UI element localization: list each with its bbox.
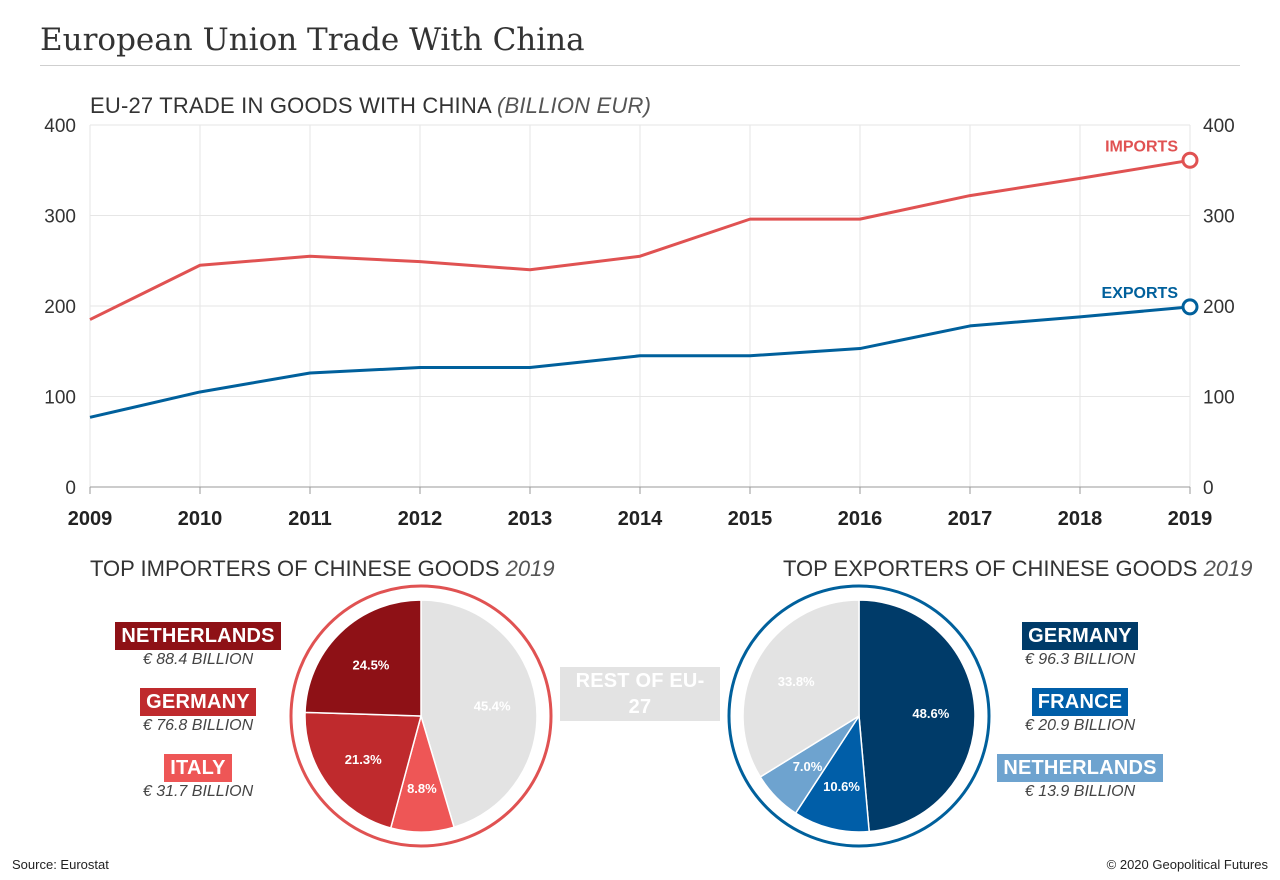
pie-slice [304,599,422,717]
exporter-legend-germany: GERMANY € 96.3 BILLION [980,622,1180,669]
importer-legend-netherlands: NETHERLANDS € 88.4 BILLION [98,622,298,669]
series-end-marker [1181,298,1199,316]
pie-slice [420,599,538,829]
exporter-legend-netherlands: NETHERLANDS € 13.9 BILLION [980,754,1180,801]
importers-title-text: TOP IMPORTERS OF CHINESE GOODS [90,556,500,581]
x-tick-label: 2018 [1058,508,1103,530]
x-tick-label: 2012 [398,508,443,530]
legend-tag: FRANCE [1031,688,1129,716]
pie-slice-label: 7.0% [793,759,823,774]
line-chart-title-text: EU-27 TRADE IN GOODS WITH CHINA [90,93,491,118]
importer-legend-germany: GERMANY € 76.8 BILLION [98,688,298,735]
exporters-year: 2019 [1203,556,1253,581]
legend-tag: NETHERLANDS [115,622,281,650]
pie-slice [858,599,976,833]
pie-slice-label: 48.6% [912,706,949,721]
x-tick-label: 2015 [728,508,773,530]
pie-slice [742,599,860,778]
x-tick-label: 2010 [178,508,223,530]
y-tick-label-left: 400 [44,116,76,137]
legend-amount: € 20.9 BILLION [1024,717,1136,734]
legend-amount: € 88.4 BILLION [142,651,254,668]
legend-amount: € 96.3 BILLION [1024,651,1136,668]
legend-amount: € 76.8 BILLION [142,717,254,734]
pie-slice-label: 33.8% [778,674,815,689]
x-tick-label: 2016 [838,508,883,530]
series-line-imports [89,158,1191,321]
legend-tag: GERMANY [140,688,256,716]
y-tick-label-left: 100 [44,388,76,409]
exporters-title: TOP EXPORTERS OF CHINESE GOODS 2019 [783,556,1253,582]
y-tick-label-right: 300 [1203,207,1235,228]
exporters-title-text: TOP EXPORTERS OF CHINESE GOODS [783,556,1198,581]
pie-slice-label: 45.4% [474,699,511,714]
line-chart: 0 0 100 100 200 200 300 300 400 400 2009 2010 2011 20… [44,116,1235,530]
x-tick-label: 2014 [618,508,663,530]
pie-slice-label: 10.6% [823,779,860,794]
series-label-exports: EXPORTS [1102,285,1179,302]
importers-title: TOP IMPORTERS OF CHINESE GOODS 2019 [90,556,555,582]
exporters-pie-chart: 48.6% 10.6%7.0% 33.8% [727,584,991,848]
y-tick-label-left: 300 [44,207,76,228]
legend-amount: € 31.7 BILLION [142,783,254,800]
pie-slice [794,713,871,833]
series-label-imports: IMPORTS [1105,138,1178,155]
source-note: Source: Eurostat [12,857,109,872]
x-tick-label: 2009 [68,508,113,530]
page-title: European Union Trade With China [40,22,585,58]
pie-slice-label: 8.8% [407,781,437,796]
pie-slice-label: 24.5% [353,657,390,672]
pie-slice [304,711,422,829]
x-tick-label: 2017 [948,508,993,530]
copyright-note: © 2020 Geopolitical Futures [1106,857,1268,872]
legend-tag: NETHERLANDS [997,754,1163,782]
line-chart-unit: (BILLION EUR) [496,93,652,118]
rest-of-eu-legend: REST OF EU-27 [560,667,720,721]
line-chart-title: EU-27 TRADE IN GOODS WITH CHINA (BILLION… [90,93,651,119]
x-tick-label: 2013 [508,508,553,530]
x-tick-label: 2019 [1168,508,1213,530]
y-tick-label-right: 100 [1203,388,1235,409]
title-divider [40,65,1240,66]
legend-tag: GERMANY [1022,622,1138,650]
y-tick-label-left: 200 [44,297,76,318]
importer-legend-italy: ITALY € 31.7 BILLION [98,754,298,801]
y-tick-label-right: 200 [1203,297,1235,318]
series-end-marker [1181,151,1199,169]
pie-slice-label: 21.3% [345,752,382,767]
legend-tag: REST OF EU-27 [560,667,720,721]
importers-pie-chart: 45.4% 8.8% 21.3% 24.5% [289,584,553,848]
series-line-exports [89,305,1191,419]
exporter-legend-france: FRANCE € 20.9 BILLION [980,688,1180,735]
x-tick-label: 2011 [288,508,331,530]
legend-tag: ITALY [164,754,232,782]
importers-year: 2019 [505,556,555,581]
y-tick-label-right: 0 [1203,478,1214,499]
y-tick-label-left: 0 [65,478,76,499]
y-tick-label-right: 400 [1203,116,1235,137]
legend-amount: € 13.9 BILLION [1024,783,1136,800]
